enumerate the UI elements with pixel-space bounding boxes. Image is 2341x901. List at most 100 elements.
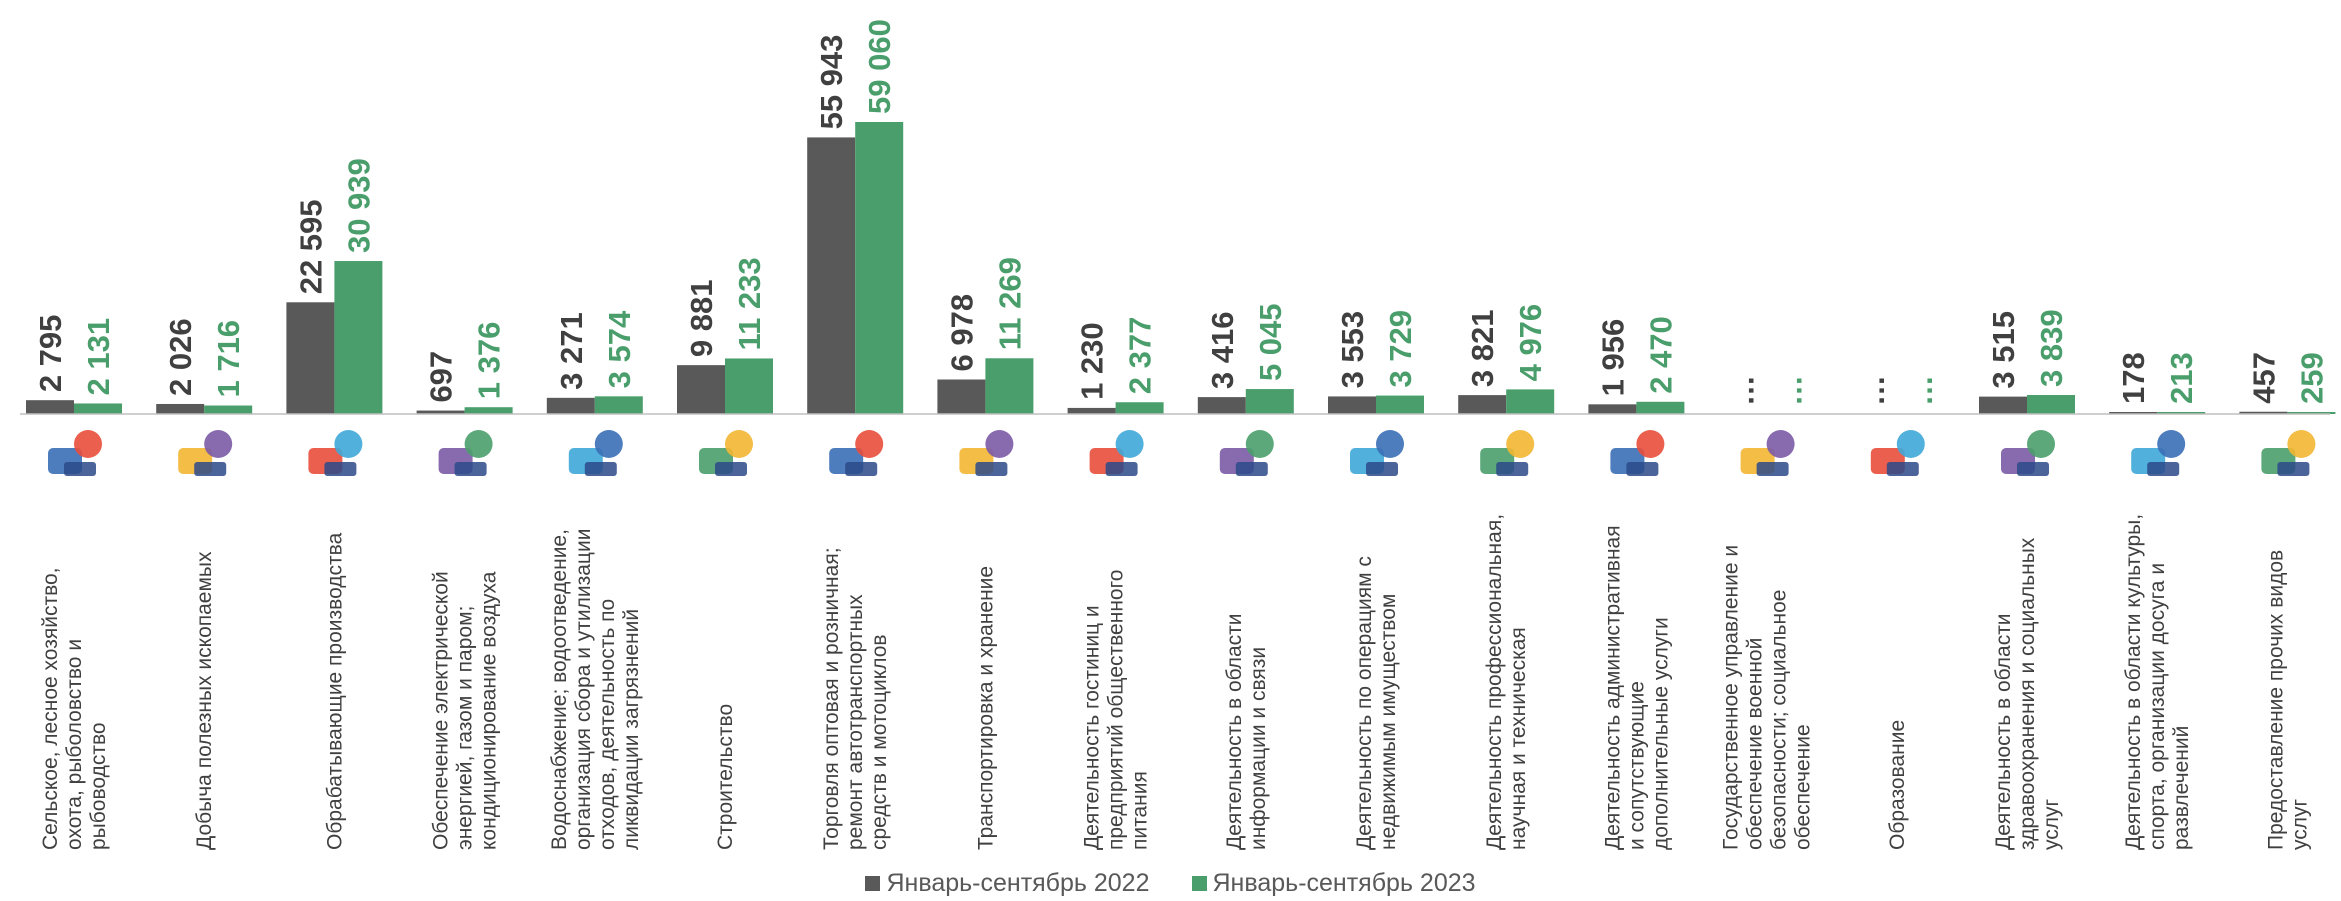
legend-swatch-2023: [1191, 875, 1207, 891]
bar-2022: [1588, 404, 1637, 414]
category-label-line: и сопутствующие: [1625, 681, 1648, 850]
bar-2023: [725, 358, 773, 414]
value-label-2023: 213: [2164, 352, 2199, 404]
value-label-2022: 697: [424, 351, 459, 403]
tickets-icon: [2131, 430, 2186, 476]
bar-2022: [1328, 396, 1376, 414]
bar-2022: [1067, 407, 1116, 414]
value-label-2023: 11 269: [992, 257, 1027, 350]
trowel-brick-icon: [699, 430, 753, 476]
legend-swatch-2022: [865, 875, 881, 891]
bar-2023: [464, 407, 513, 414]
bar-2023: [1376, 395, 1424, 414]
value-label-2023: 5 045: [1253, 303, 1288, 381]
bar-2023: [1115, 402, 1164, 414]
category-label-line: научная и техническая: [1507, 627, 1530, 850]
flame-bulb-icon: [438, 430, 493, 476]
value-label-2022: 457: [2246, 352, 2281, 404]
category-label-line: Транспортировка и хранение: [974, 566, 997, 850]
category-label-line: услуг: [2040, 798, 2063, 850]
legend: Январь-сентябрь 2022 Январь-сентябрь 202…: [0, 868, 2341, 898]
bar-2022: [1197, 397, 1246, 414]
car-wrench-icon: [829, 430, 884, 476]
category-labels-layer: Сельское, лесное хозяйство, охота, рыболо…: [39, 514, 2311, 850]
value-label-2022: 2 795: [33, 315, 68, 393]
microscope-icon: [1480, 430, 1535, 476]
bar-2022: [546, 397, 595, 414]
category-label-line: здравоохранения и социальных: [2016, 537, 2039, 850]
value-label-2022: 2 026: [163, 318, 198, 396]
value-label-2022: 9 881: [684, 280, 719, 358]
category-label-line: Сельское, лесное хозяйство,: [39, 567, 62, 850]
category-label-line: Предоставление прочих видов: [2264, 550, 2287, 850]
legend-item-2022: Январь-сентябрь 2022: [865, 868, 1150, 898]
value-label-2023: 4 976: [1513, 304, 1548, 382]
value-label-2023: …: [1774, 375, 1809, 406]
category-label-line: Деятельность в области: [1992, 613, 2015, 850]
value-label-2023: 30 939: [341, 158, 376, 253]
category-label-line: Деятельность по операциям с: [1353, 556, 1376, 850]
category-label-line: кондиционирование воздуха: [478, 571, 501, 850]
bar-2023: [985, 358, 1034, 414]
category-label-line: Деятельность в области: [1223, 613, 1246, 850]
bar-2023: [594, 396, 643, 414]
value-label-2023: 11 233: [732, 257, 767, 350]
bar-2022: [1458, 395, 1507, 414]
value-labels-layer: 2 795 2 131 2 026 1 716 22 595 30 939 697 1 376…: [33, 19, 2329, 406]
legend-label-2022: Январь-сентябрь 2022: [886, 868, 1150, 897]
category-label-line: Строительство: [714, 704, 737, 850]
shovel-gem-icon: [178, 430, 233, 476]
value-label-2023: …: [1904, 375, 1939, 406]
bar-2022: [416, 410, 465, 414]
category-label-line: Обеспечение электрической: [430, 571, 453, 850]
bar-2022: [2239, 411, 2288, 414]
graduation-cap-icon: [1870, 430, 1925, 476]
bar-2023: [204, 405, 253, 414]
category-label-line: Обрабатывающие производства: [323, 532, 346, 850]
category-label-line: Государственное управление и: [1720, 545, 1743, 850]
category-label-line: недвижимым имуществом: [1377, 594, 1400, 850]
value-label-2022: 3 553: [1335, 311, 1370, 389]
category-label-line: дополнительные услуги: [1649, 617, 1672, 850]
bar-2022: [286, 302, 335, 414]
category-label-line: спорта, организации досуга и: [2146, 563, 2169, 850]
bar-2023: [2287, 412, 2336, 414]
category-label-line: обеспечение военной: [1744, 638, 1767, 850]
category-label-line: рыбоводство: [87, 722, 110, 850]
category-label-line: предприятий общественного: [1105, 570, 1128, 851]
category-label-line: средств и мотоциклов: [868, 634, 891, 850]
bar-2023: [334, 261, 383, 414]
bar-2022: [677, 365, 725, 414]
fishing-rod-rake-icon: [48, 430, 102, 476]
value-label-2022: 22 595: [293, 199, 328, 294]
value-label-2022: 3 515: [1986, 311, 2021, 389]
value-label-2023: 3 729: [1383, 310, 1418, 388]
bar-2023: [855, 122, 904, 414]
category-label-line: информации и связи: [1247, 647, 1270, 850]
service-person-icon: [2261, 430, 2316, 476]
value-label-2022: 3 271: [554, 312, 589, 390]
bar-2022: [156, 403, 205, 414]
bar-2023: [1506, 389, 1555, 414]
value-label-2023: 2 377: [1123, 317, 1158, 395]
office-building-icon: [1610, 430, 1665, 476]
value-label-2022: 6 978: [944, 294, 979, 372]
bar-2023: [1245, 389, 1294, 414]
hammer-gear-icon: [308, 430, 363, 476]
bar-2022: [1979, 396, 2027, 414]
bar-2022: [807, 137, 856, 415]
category-label-line: развлечений: [2170, 726, 2193, 850]
value-label-2023: 1 376: [472, 322, 507, 400]
category-label-line: Деятельность профессиональная,: [1483, 514, 1506, 850]
category-label-line: Деятельность гостиниц и: [1081, 605, 1104, 850]
value-label-2022: 55 943: [814, 35, 849, 130]
category-label-line: обеспечение: [1792, 724, 1815, 850]
legend-label-2023: Январь-сентябрь 2023: [1212, 868, 1476, 897]
bar-chart: 2 795 2 131 2 026 1 716 22 595 30 939 697 1 376…: [20, 19, 2336, 850]
category-label-line: ремонт автотранспортных: [844, 594, 867, 850]
bar-2023: [1636, 401, 1685, 414]
category-label-line: ликвидации загрязнений: [620, 609, 643, 850]
category-label-line: Добыча полезных ископаемых: [193, 551, 216, 850]
value-label-2023: 59 060: [862, 19, 897, 114]
category-label-line: Деятельность в области культуры,: [2122, 514, 2145, 850]
